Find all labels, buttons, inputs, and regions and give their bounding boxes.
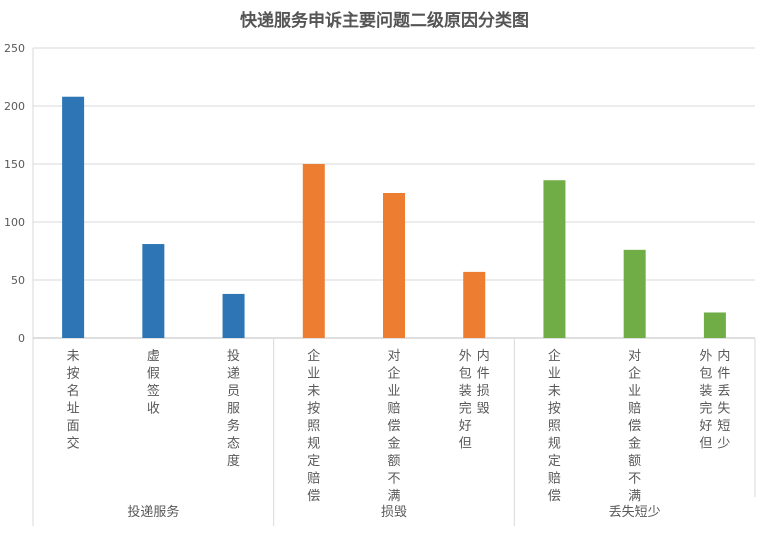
x-tick-label-char: 企 [628, 366, 641, 382]
x-tick-label-char: 偿 [548, 489, 561, 504]
x-tick-label-char: 包 [459, 367, 472, 382]
x-tick-label-char: 好 [459, 419, 472, 434]
x-tick-label-char: 赔 [628, 402, 641, 417]
bar [62, 96, 85, 338]
x-tick-label-char: 偿 [307, 489, 320, 504]
x-tick-label-char: 完 [699, 402, 712, 417]
x-tick-label-char: 额 [628, 454, 641, 469]
x-tick-label-char: 未 [548, 384, 561, 399]
x-tick-label-char: 外 [699, 349, 712, 364]
x-tick-label-char: 虚 [147, 349, 160, 364]
x-tick-label-char: 满 [387, 489, 400, 504]
x-tick-label-char: 损 [477, 384, 490, 399]
y-tick-label: 100 [4, 216, 25, 229]
x-tick-label-char: 件 [717, 367, 730, 382]
group-label: 丢失短少 [609, 505, 661, 520]
x-tick-label-char: 失 [717, 402, 730, 417]
x-tick-label-char: 偿 [628, 419, 641, 434]
x-tick-label-char: 照 [307, 419, 320, 434]
bar [142, 244, 165, 338]
x-tick-label-char: 未 [307, 384, 320, 399]
x-tick-label-char: 业 [548, 367, 561, 382]
x-tick-label-char: 按 [67, 367, 80, 382]
x-tick-label-char: 业 [307, 367, 320, 382]
bar [623, 249, 646, 338]
x-tick-label-char: 规 [307, 437, 320, 452]
y-tick-label: 50 [11, 274, 25, 287]
x-tick-label-char: 按 [307, 402, 320, 417]
x-tick-label-char: 态 [227, 437, 240, 452]
x-tick-label-char: 企 [307, 348, 320, 364]
x-tick-label-char: 少 [717, 437, 730, 452]
x-tick-label-char: 未 [67, 349, 80, 364]
x-tick-label-char: 不 [628, 472, 641, 487]
x-tick-label-char: 赔 [307, 472, 320, 487]
bar [383, 193, 405, 338]
bar [302, 164, 325, 338]
x-tick-label-char: 规 [548, 437, 561, 452]
x-tick-label-char: 照 [548, 419, 561, 434]
x-tick-label-char: 对 [628, 349, 641, 364]
x-tick-label-char: 交 [67, 436, 80, 452]
x-tick-label-char: 服 [227, 402, 240, 417]
x-tick-label-char: 业 [387, 384, 400, 399]
chart-title: 快递服务申诉主要问题二级原因分类图 [240, 11, 529, 31]
x-tick-label-char: 偿 [387, 419, 400, 434]
x-tick-label-char: 金 [628, 436, 641, 452]
x-tick-label-char: 内 [477, 348, 490, 364]
x-tick-label-char: 收 [147, 402, 160, 417]
x-tick-label-char: 面 [67, 419, 80, 434]
x-tick-label-char: 企 [387, 366, 400, 382]
x-tick-label-char: 投 [227, 348, 240, 364]
x-tick-label-char: 定 [307, 454, 320, 469]
x-tick-label-char: 度 [227, 453, 240, 469]
x-tick-label-char: 但 [459, 437, 472, 452]
bar [703, 312, 726, 338]
x-tick-label-char: 但 [699, 437, 712, 452]
bar [222, 293, 245, 338]
x-tick-label-char: 装 [459, 384, 472, 399]
x-tick-label-char: 签 [147, 383, 160, 399]
group-label: 投递服务 [127, 504, 179, 520]
bar [543, 180, 566, 338]
x-tick-label-char: 好 [699, 419, 712, 434]
x-tick-label-char: 完 [459, 402, 472, 417]
x-tick-label-char: 址 [67, 402, 80, 417]
y-tick-label: 200 [4, 100, 25, 113]
x-tick-label-char: 务 [227, 418, 240, 434]
x-tick-label-char: 递 [227, 367, 240, 382]
x-tick-label-char: 外 [459, 349, 472, 364]
x-tick-label-char: 员 [227, 384, 240, 399]
x-tick-label-char: 对 [387, 349, 400, 364]
x-tick-label-char: 按 [548, 402, 561, 417]
x-tick-label-char: 短 [717, 419, 730, 434]
x-tick-label-char: 额 [387, 454, 400, 469]
y-tick-label: 150 [4, 158, 25, 171]
x-tick-label-char: 丢 [717, 384, 730, 399]
bar [463, 271, 486, 338]
x-tick-label-char: 企 [548, 348, 561, 364]
group-label: 损毁 [381, 505, 407, 520]
x-tick-label-char: 金 [387, 436, 400, 452]
x-tick-label-char: 毁 [477, 402, 490, 417]
x-tick-label-char: 赔 [387, 402, 400, 417]
x-tick-label-char: 不 [387, 472, 400, 487]
x-tick-label-char: 假 [147, 367, 160, 382]
x-tick-label-char: 赔 [548, 472, 561, 487]
y-tick-label: 250 [4, 42, 25, 55]
y-tick-label: 0 [18, 332, 25, 345]
x-tick-label-char: 装 [699, 384, 712, 399]
x-tick-label-char: 名 [67, 383, 80, 399]
x-tick-label-char: 包 [699, 367, 712, 382]
x-tick-label-char: 定 [548, 454, 561, 469]
x-tick-label-char: 业 [628, 384, 641, 399]
x-tick-label-char: 内 [717, 348, 730, 364]
x-tick-label-char: 满 [628, 489, 641, 504]
x-tick-label-char: 件 [477, 367, 490, 382]
